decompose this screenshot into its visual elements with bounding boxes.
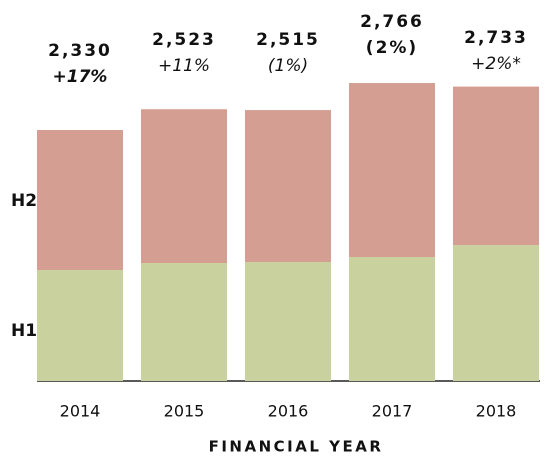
bar-segment	[37, 270, 123, 381]
x-tick-label: 2014	[60, 402, 101, 421]
change-label: +11%	[158, 56, 210, 76]
bar-segment	[245, 110, 331, 263]
series-label: H1	[11, 321, 37, 341]
bar-segment	[141, 109, 227, 264]
total-label: 2,515	[256, 30, 320, 50]
change-label: +17%	[53, 67, 108, 87]
total-label: 2,766	[360, 12, 424, 32]
x-axis-title: FINANCIAL YEAR	[209, 438, 384, 456]
x-tick-label: 2016	[268, 402, 309, 421]
total-label: 2,523	[152, 30, 216, 50]
change-label: (1%)	[268, 56, 308, 76]
x-tick-label: 2018	[476, 402, 517, 421]
bar-segment	[141, 263, 227, 381]
change-label: (2%)	[366, 38, 418, 58]
bar-segment	[37, 130, 123, 271]
x-tick-label: 2017	[372, 402, 413, 421]
total-label: 2,330	[48, 41, 112, 61]
series-label: H2	[11, 191, 37, 211]
total-label: 2,733	[464, 28, 528, 48]
bar-segment	[453, 245, 539, 381]
change-label: +2%*	[471, 54, 521, 74]
bar-segment	[453, 86, 539, 246]
bar-segment	[349, 83, 435, 258]
bar-segment	[349, 257, 435, 381]
bar-segment	[245, 262, 331, 381]
x-tick-label: 2015	[164, 402, 205, 421]
